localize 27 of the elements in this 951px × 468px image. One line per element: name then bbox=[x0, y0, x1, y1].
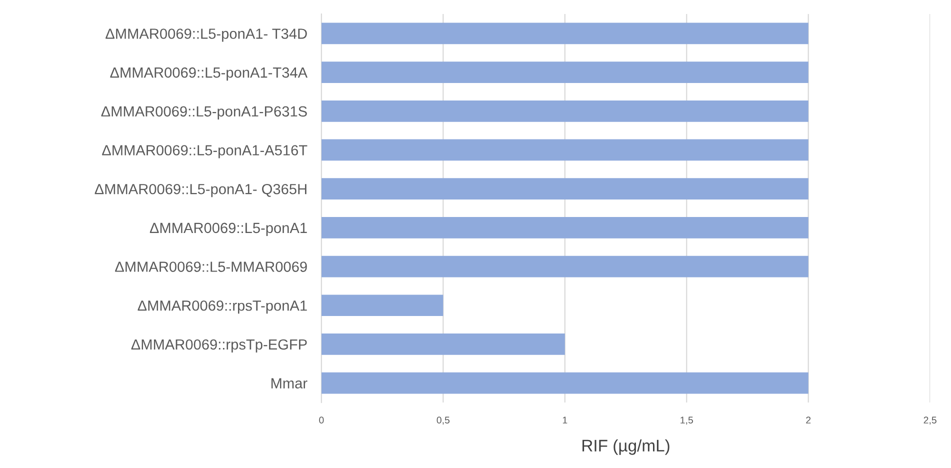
bar bbox=[321, 256, 808, 278]
y-tick-label: ΔMMAR0069::L5-ponA1-A516T bbox=[102, 145, 308, 158]
bar bbox=[321, 22, 808, 44]
y-tick-label: ΔMMAR0069::L5-ponA1-T34A bbox=[110, 67, 308, 81]
y-tick-label: ΔMMAR0069::rpsT-ponA1 bbox=[138, 300, 307, 314]
y-tick-label: ΔMMAR0069::L5-ponA1- Q365H bbox=[94, 184, 306, 198]
bar bbox=[321, 217, 808, 238]
x-tick-label: 1 bbox=[562, 416, 568, 424]
bar bbox=[321, 372, 808, 394]
y-tick-label: ΔMMAR0069::L5-ponA1- T34D bbox=[106, 28, 307, 42]
bar bbox=[321, 334, 565, 355]
y-tick-label: ΔMMAR0069::L5-ponA1 bbox=[150, 222, 307, 236]
bar bbox=[321, 100, 808, 122]
x-tick-label: 2,5 bbox=[924, 416, 936, 425]
x-tick-label: 2 bbox=[806, 416, 811, 424]
x-tick-label: 0,5 bbox=[436, 416, 450, 425]
y-tick-label: ΔMMAR0069::rpsTp-EGFP bbox=[131, 339, 307, 353]
y-tick-label: ΔMMAR0069::L5-ponA1-P631S bbox=[101, 106, 307, 120]
y-tick-label: ΔMMAR0069::L5-MMAR0069 bbox=[115, 262, 307, 272]
bar bbox=[321, 178, 808, 200]
bar bbox=[321, 62, 808, 83]
x-tick-label: 1,5 bbox=[680, 416, 693, 425]
bar bbox=[321, 294, 444, 316]
x-tick-label: 0 bbox=[319, 416, 324, 424]
y-tick-label: Mmar bbox=[271, 378, 308, 388]
bar bbox=[321, 139, 808, 161]
x-axis-title: RIF (µg/mL) bbox=[582, 439, 670, 455]
